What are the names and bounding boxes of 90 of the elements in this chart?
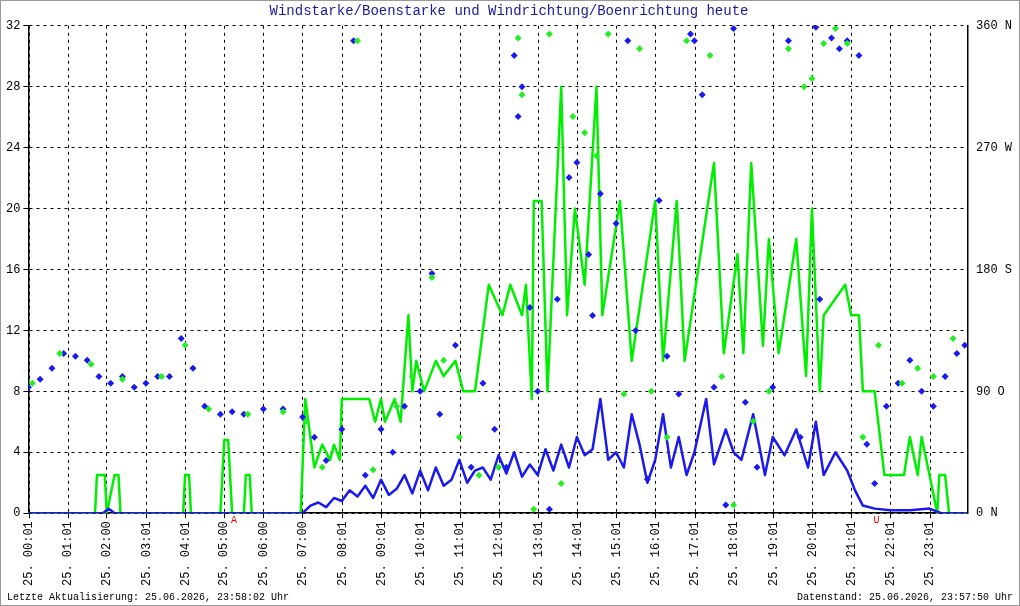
point xyxy=(730,501,738,509)
annotation: A xyxy=(231,514,238,526)
x-tick-label: 25. 08:01 xyxy=(335,521,350,586)
x-tick-label: 25. 03:01 xyxy=(139,521,154,586)
y-tick-label: 28 xyxy=(6,79,21,94)
y2-tick-label: 90 O xyxy=(975,384,1005,399)
point xyxy=(428,274,436,282)
point xyxy=(244,410,252,418)
point xyxy=(545,30,553,38)
x-tick-label: 25. 11:01 xyxy=(453,521,468,586)
point xyxy=(495,463,503,471)
x-tick-label: 25. 17:01 xyxy=(688,521,703,586)
point xyxy=(369,466,377,474)
x-tick-label: 25. 20:01 xyxy=(805,521,820,586)
point xyxy=(749,417,757,425)
point xyxy=(898,379,906,387)
point xyxy=(87,360,95,368)
y2-tick-label: 270 W xyxy=(975,140,1013,155)
point xyxy=(440,356,448,364)
annotation: U xyxy=(873,514,880,526)
x-tick-label: 25. 13:01 xyxy=(531,521,546,586)
y-tick-label: 20 xyxy=(6,201,21,216)
point xyxy=(875,341,883,349)
x-tick-label: 25. 02:00 xyxy=(99,521,114,586)
y-tick-label: 12 xyxy=(6,323,21,338)
point xyxy=(530,505,538,513)
point xyxy=(820,39,828,47)
point xyxy=(949,335,957,343)
x-tick-label: 25. 15:01 xyxy=(609,521,624,586)
point xyxy=(784,45,792,53)
point xyxy=(592,152,600,160)
x-tick-label: 25. 07:00 xyxy=(295,521,310,586)
text: Datenstand: 25.06.2026, 23:57:50 Uhr xyxy=(796,592,1013,603)
y2-tick-label: 360 N xyxy=(975,18,1013,33)
x-tick-label: 25. 05:00 xyxy=(217,521,232,586)
y-tick-label: 16 xyxy=(6,262,21,277)
point xyxy=(569,113,577,121)
point xyxy=(706,52,714,60)
point xyxy=(859,433,867,441)
x-tick-label: 25. 16:01 xyxy=(649,521,664,586)
point xyxy=(929,372,937,380)
point xyxy=(765,387,773,395)
point xyxy=(56,349,64,357)
x-tick-label: 25. 06:00 xyxy=(256,521,271,586)
point xyxy=(831,25,839,33)
point xyxy=(475,471,483,479)
point xyxy=(800,83,808,91)
point xyxy=(408,372,416,380)
x-tick-label: 25. 12:01 xyxy=(492,521,507,586)
point xyxy=(205,405,213,413)
x-tick-label: 25. 22:01 xyxy=(884,521,899,586)
point xyxy=(808,75,816,83)
point xyxy=(718,372,726,380)
x-tick-label: 25. 19:01 xyxy=(766,521,781,586)
point xyxy=(518,91,526,99)
y-tick-label: 8 xyxy=(13,384,21,399)
x-tick-label: 25. 14:01 xyxy=(570,521,585,586)
x-tick-label: 25. 01:01 xyxy=(61,521,76,586)
point xyxy=(158,372,166,380)
x-tick-label: 25. 23:01 xyxy=(923,521,938,586)
point xyxy=(514,34,522,42)
point xyxy=(557,479,565,487)
y-tick-label: 32 xyxy=(6,18,21,33)
point xyxy=(620,390,628,398)
y-tick-label: 24 xyxy=(6,140,21,155)
x-tick-label: 25. 00:01 xyxy=(22,521,37,586)
x-tick-label: 25. 10:01 xyxy=(414,521,428,586)
x-tick-label: 25. 21:01 xyxy=(844,521,859,586)
point xyxy=(636,45,644,53)
y2-tick-label: 180 S xyxy=(975,262,1013,277)
y-tick-label: 0 xyxy=(13,506,21,521)
x-tick-label: 25. 04:01 xyxy=(178,521,193,586)
point xyxy=(303,417,311,425)
y-tick-label: 4 xyxy=(13,445,21,460)
x-tick-label: 25. 09:01 xyxy=(374,521,389,586)
point xyxy=(604,30,612,38)
point xyxy=(914,364,922,372)
chart-title: Windstarke/Boenstarke und Windrichtung/Boenrichtung heute xyxy=(269,3,749,20)
point xyxy=(28,379,36,387)
point xyxy=(663,433,671,441)
x-tick-label: 25. 18:01 xyxy=(727,521,742,586)
text: Letzte Aktualisierung: 25.06.2026, 23:58:02 Uhr xyxy=(7,592,290,603)
point xyxy=(647,387,655,395)
point xyxy=(683,37,691,45)
y2-tick-label: 0 N xyxy=(975,506,998,521)
point xyxy=(318,463,326,471)
point xyxy=(393,402,401,410)
point xyxy=(581,129,589,137)
point xyxy=(455,433,463,441)
point xyxy=(181,341,189,349)
